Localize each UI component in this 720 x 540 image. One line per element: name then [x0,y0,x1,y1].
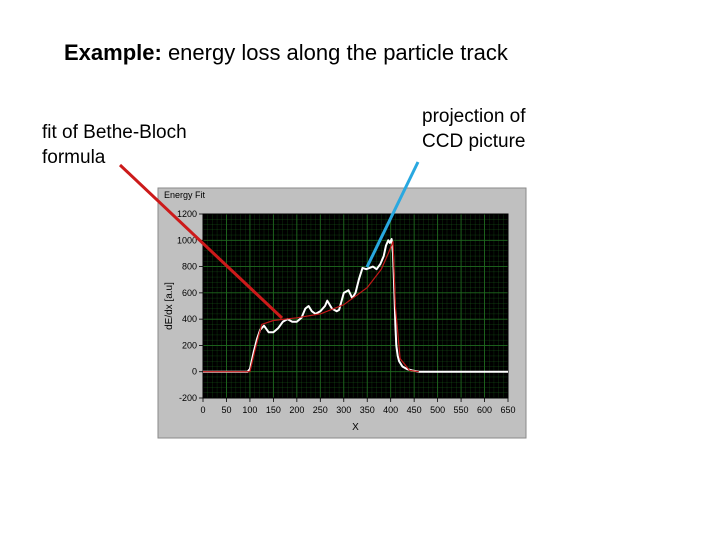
x-tick-label: 500 [430,405,445,415]
fit-series-line [203,241,419,373]
plot-frame [202,213,509,399]
measured-series-line [203,238,508,373]
x-axis-label: X [352,422,359,433]
y-tick-label: -200 [179,393,197,403]
fit-arrow [118,163,284,320]
x-tick-label: 200 [289,405,304,415]
projection-annotation-line2: CCD picture [422,131,526,152]
annotation-arrows [118,161,420,320]
x-tick-label: 550 [454,405,469,415]
y-tick-label: 1200 [177,209,197,219]
fit-annotation-line2: formula [42,147,106,168]
x-tick-label: 100 [242,405,257,415]
x-tick-label: 350 [360,405,375,415]
x-tick-label: 450 [407,405,422,415]
chart-title: Energy Fit [164,190,206,200]
x-tick-label: 150 [266,405,281,415]
y-tick-label: 1000 [177,235,197,245]
slide-title: Example: energy loss along the particle … [64,40,508,66]
x-tick-label: 300 [336,405,351,415]
x-tick-label: 400 [383,405,398,415]
axes: 0 50 100 150 200 250 300 350 400 450 500 550 600 650 -… [177,209,516,415]
y-axis-label: dE/dx [a.u] [164,282,175,330]
plot-area [203,214,508,398]
y-tick-label: 0 [192,367,197,377]
title-bold: Example: [64,40,162,65]
y-tick-label: 400 [182,314,197,324]
fit-annotation: fit of Bethe-Bloch formula [42,120,242,170]
grid [202,213,509,399]
y-tick-label: 600 [182,288,197,298]
x-tick-label: 650 [500,405,515,415]
series-layer [203,238,508,373]
y-tick-label: 800 [182,262,197,272]
title-rest: energy loss along the particle track [161,40,508,65]
projection-annotation-line1: projection of [422,106,526,127]
x-tick-label: 600 [477,405,492,415]
fit-annotation-line1: fit of Bethe-Bloch [42,122,187,143]
x-tick-label: 50 [221,405,231,415]
x-tick-label: 0 [200,405,205,415]
x-tick-label: 250 [313,405,328,415]
projection-arrow [365,161,420,268]
y-tick-label: 200 [182,340,197,350]
projection-annotation: projection of CCD picture [422,104,582,154]
